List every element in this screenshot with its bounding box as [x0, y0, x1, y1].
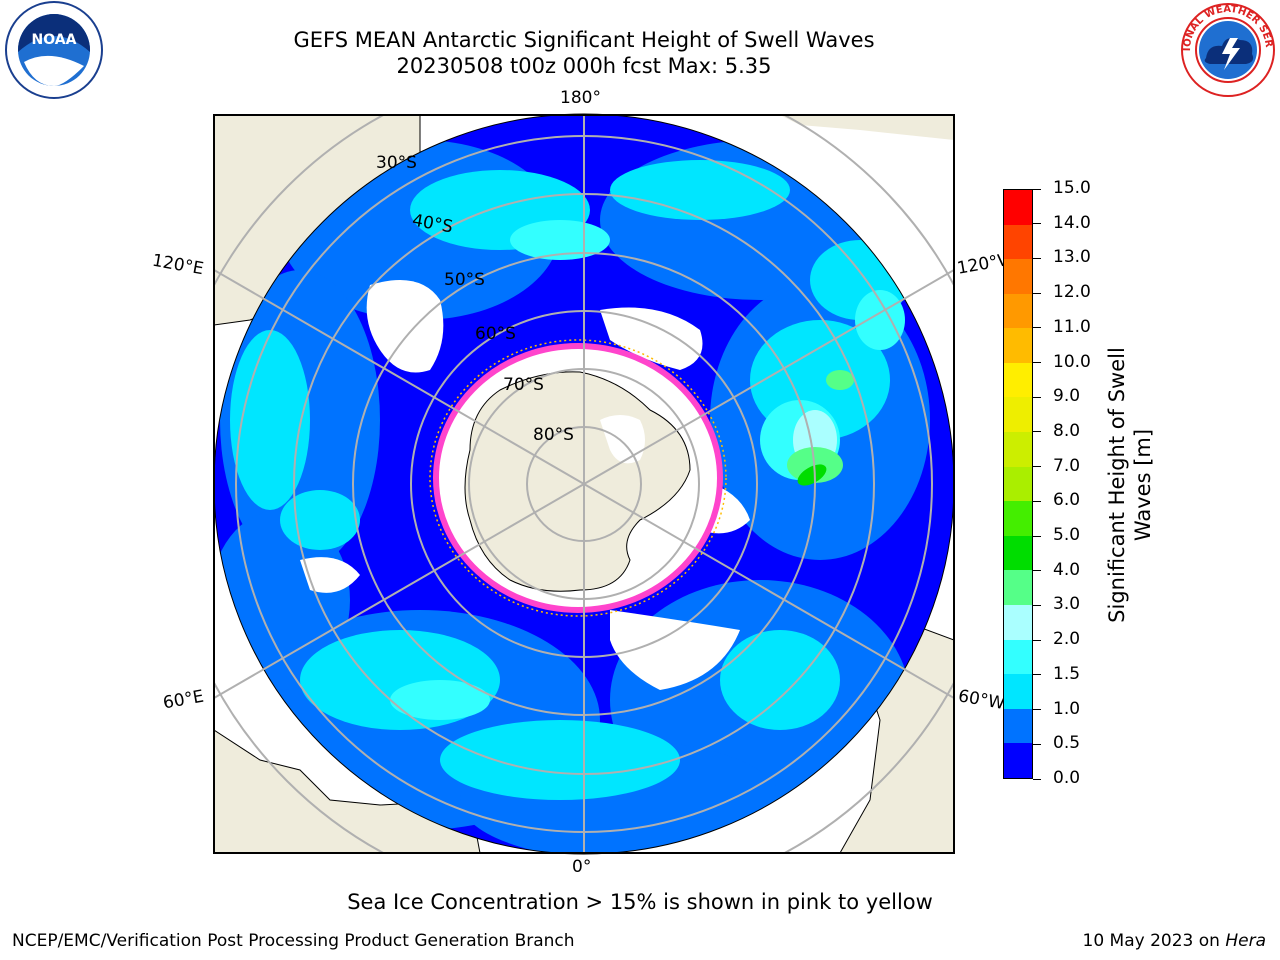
footer-host: Hera: [1225, 931, 1266, 951]
colorbar-segment: [1004, 362, 1032, 398]
colorbar-tick: [1033, 466, 1041, 468]
colorbar-tick-label: 8.0: [1053, 420, 1081, 441]
colorbar-tick: [1033, 535, 1041, 537]
colorbar-segment: [1004, 190, 1032, 225]
colorbar-tick: [1033, 223, 1041, 225]
map-title: GEFS MEAN Antarctic Significant Height o…: [293, 28, 875, 52]
colorbar-segment: [1004, 328, 1032, 363]
colorbar-tick: [1033, 674, 1041, 676]
colorbar-tick: [1033, 188, 1041, 190]
noaa-logo-icon: NOAA: [5, 1, 103, 99]
lat-label-80s: 80°S: [533, 425, 574, 445]
colorbar-tick-label: 10.0: [1053, 351, 1091, 372]
lat-label-50s: 50°S: [444, 270, 485, 290]
colorbar-tick: [1033, 709, 1041, 711]
colorbar-tick-label: 9.0: [1053, 386, 1081, 407]
lon-label-0: 0°: [572, 857, 592, 877]
colorbar-tick-label: 5.0: [1053, 525, 1081, 546]
colorbar-segment: [1004, 397, 1032, 433]
colorbar-segment: [1004, 466, 1032, 502]
colorbar-tick-label: 7.0: [1053, 455, 1081, 476]
colorbar-segment: [1004, 743, 1032, 778]
lat-label-30s: 30°S: [376, 153, 417, 173]
colorbar-tick-label: 0.5: [1053, 733, 1081, 754]
lat-label-60s: 60°S: [475, 324, 516, 344]
sea-ice-caption: Sea Ice Concentration > 15% is shown in …: [347, 890, 933, 914]
colorbar-tick-label: 1.0: [1053, 698, 1081, 719]
footer-credit: NCEP/EMC/Verification Post Processing Pr…: [12, 931, 575, 951]
colorbar-tick-label: 14.0: [1053, 212, 1091, 233]
noaa-logo-text: NOAA: [32, 32, 77, 48]
colorbar-tick-label: 15.0: [1053, 178, 1091, 198]
colorbar-tick: [1033, 292, 1041, 294]
colorbar-segment: [1004, 293, 1032, 329]
map-subtitle: 20230508 t00z 000h fcst Max: 5.35: [396, 54, 772, 78]
colorbar-tick-label: 6.0: [1053, 490, 1081, 511]
colorbar-tick: [1033, 396, 1041, 398]
nws-logo-icon: NATIONAL WEATHER SERVICE: [1178, 0, 1275, 97]
colorbar-segment: [1004, 708, 1032, 744]
colorbar-segment: [1004, 259, 1032, 294]
colorbar-segment: [1004, 570, 1032, 605]
footer-date-text: 10 May 2023 on: [1082, 931, 1226, 951]
colorbar-tick-label: 13.0: [1053, 247, 1091, 268]
colorbar: [1003, 189, 1033, 779]
colorbar-tick-label: 3.0: [1053, 594, 1081, 615]
colorbar-tick-label: 0.0: [1053, 768, 1081, 788]
colorbar-tick-label: 2.0: [1053, 629, 1081, 650]
colorbar-segment: [1004, 501, 1032, 536]
colorbar-tick: [1033, 257, 1041, 259]
colorbar-tick: [1033, 500, 1041, 502]
colorbar-segment: [1004, 224, 1032, 260]
colorbar-tick: [1033, 431, 1041, 433]
footer-date: 10 May 2023 on Hera: [1083, 931, 1267, 951]
colorbar-tick-label: 11.0: [1053, 316, 1091, 337]
colorbar-tick: [1033, 743, 1041, 745]
colorbar-tick: [1033, 778, 1041, 780]
colorbar-segment: [1004, 535, 1032, 571]
colorbar-segment: [1004, 432, 1032, 467]
colorbar-title: Significant Height of Swell Waves [m]: [1105, 347, 1155, 623]
colorbar-tick-label: 1.5: [1053, 663, 1081, 684]
lat-label-70s: 70°S: [503, 375, 544, 395]
colorbar-tick: [1033, 362, 1041, 364]
colorbar-tick: [1033, 570, 1041, 572]
colorbar-segment: [1004, 639, 1032, 675]
lon-label-180: 180°: [560, 88, 601, 108]
colorbar-tick: [1033, 604, 1041, 606]
colorbar-segment: [1004, 604, 1032, 640]
colorbar-tick-label: 4.0: [1053, 559, 1081, 580]
colorbar-tick-label: 12.0: [1053, 282, 1091, 303]
colorbar-segment: [1004, 674, 1032, 709]
colorbar-tick: [1033, 327, 1041, 329]
colorbar-tick: [1033, 639, 1041, 641]
